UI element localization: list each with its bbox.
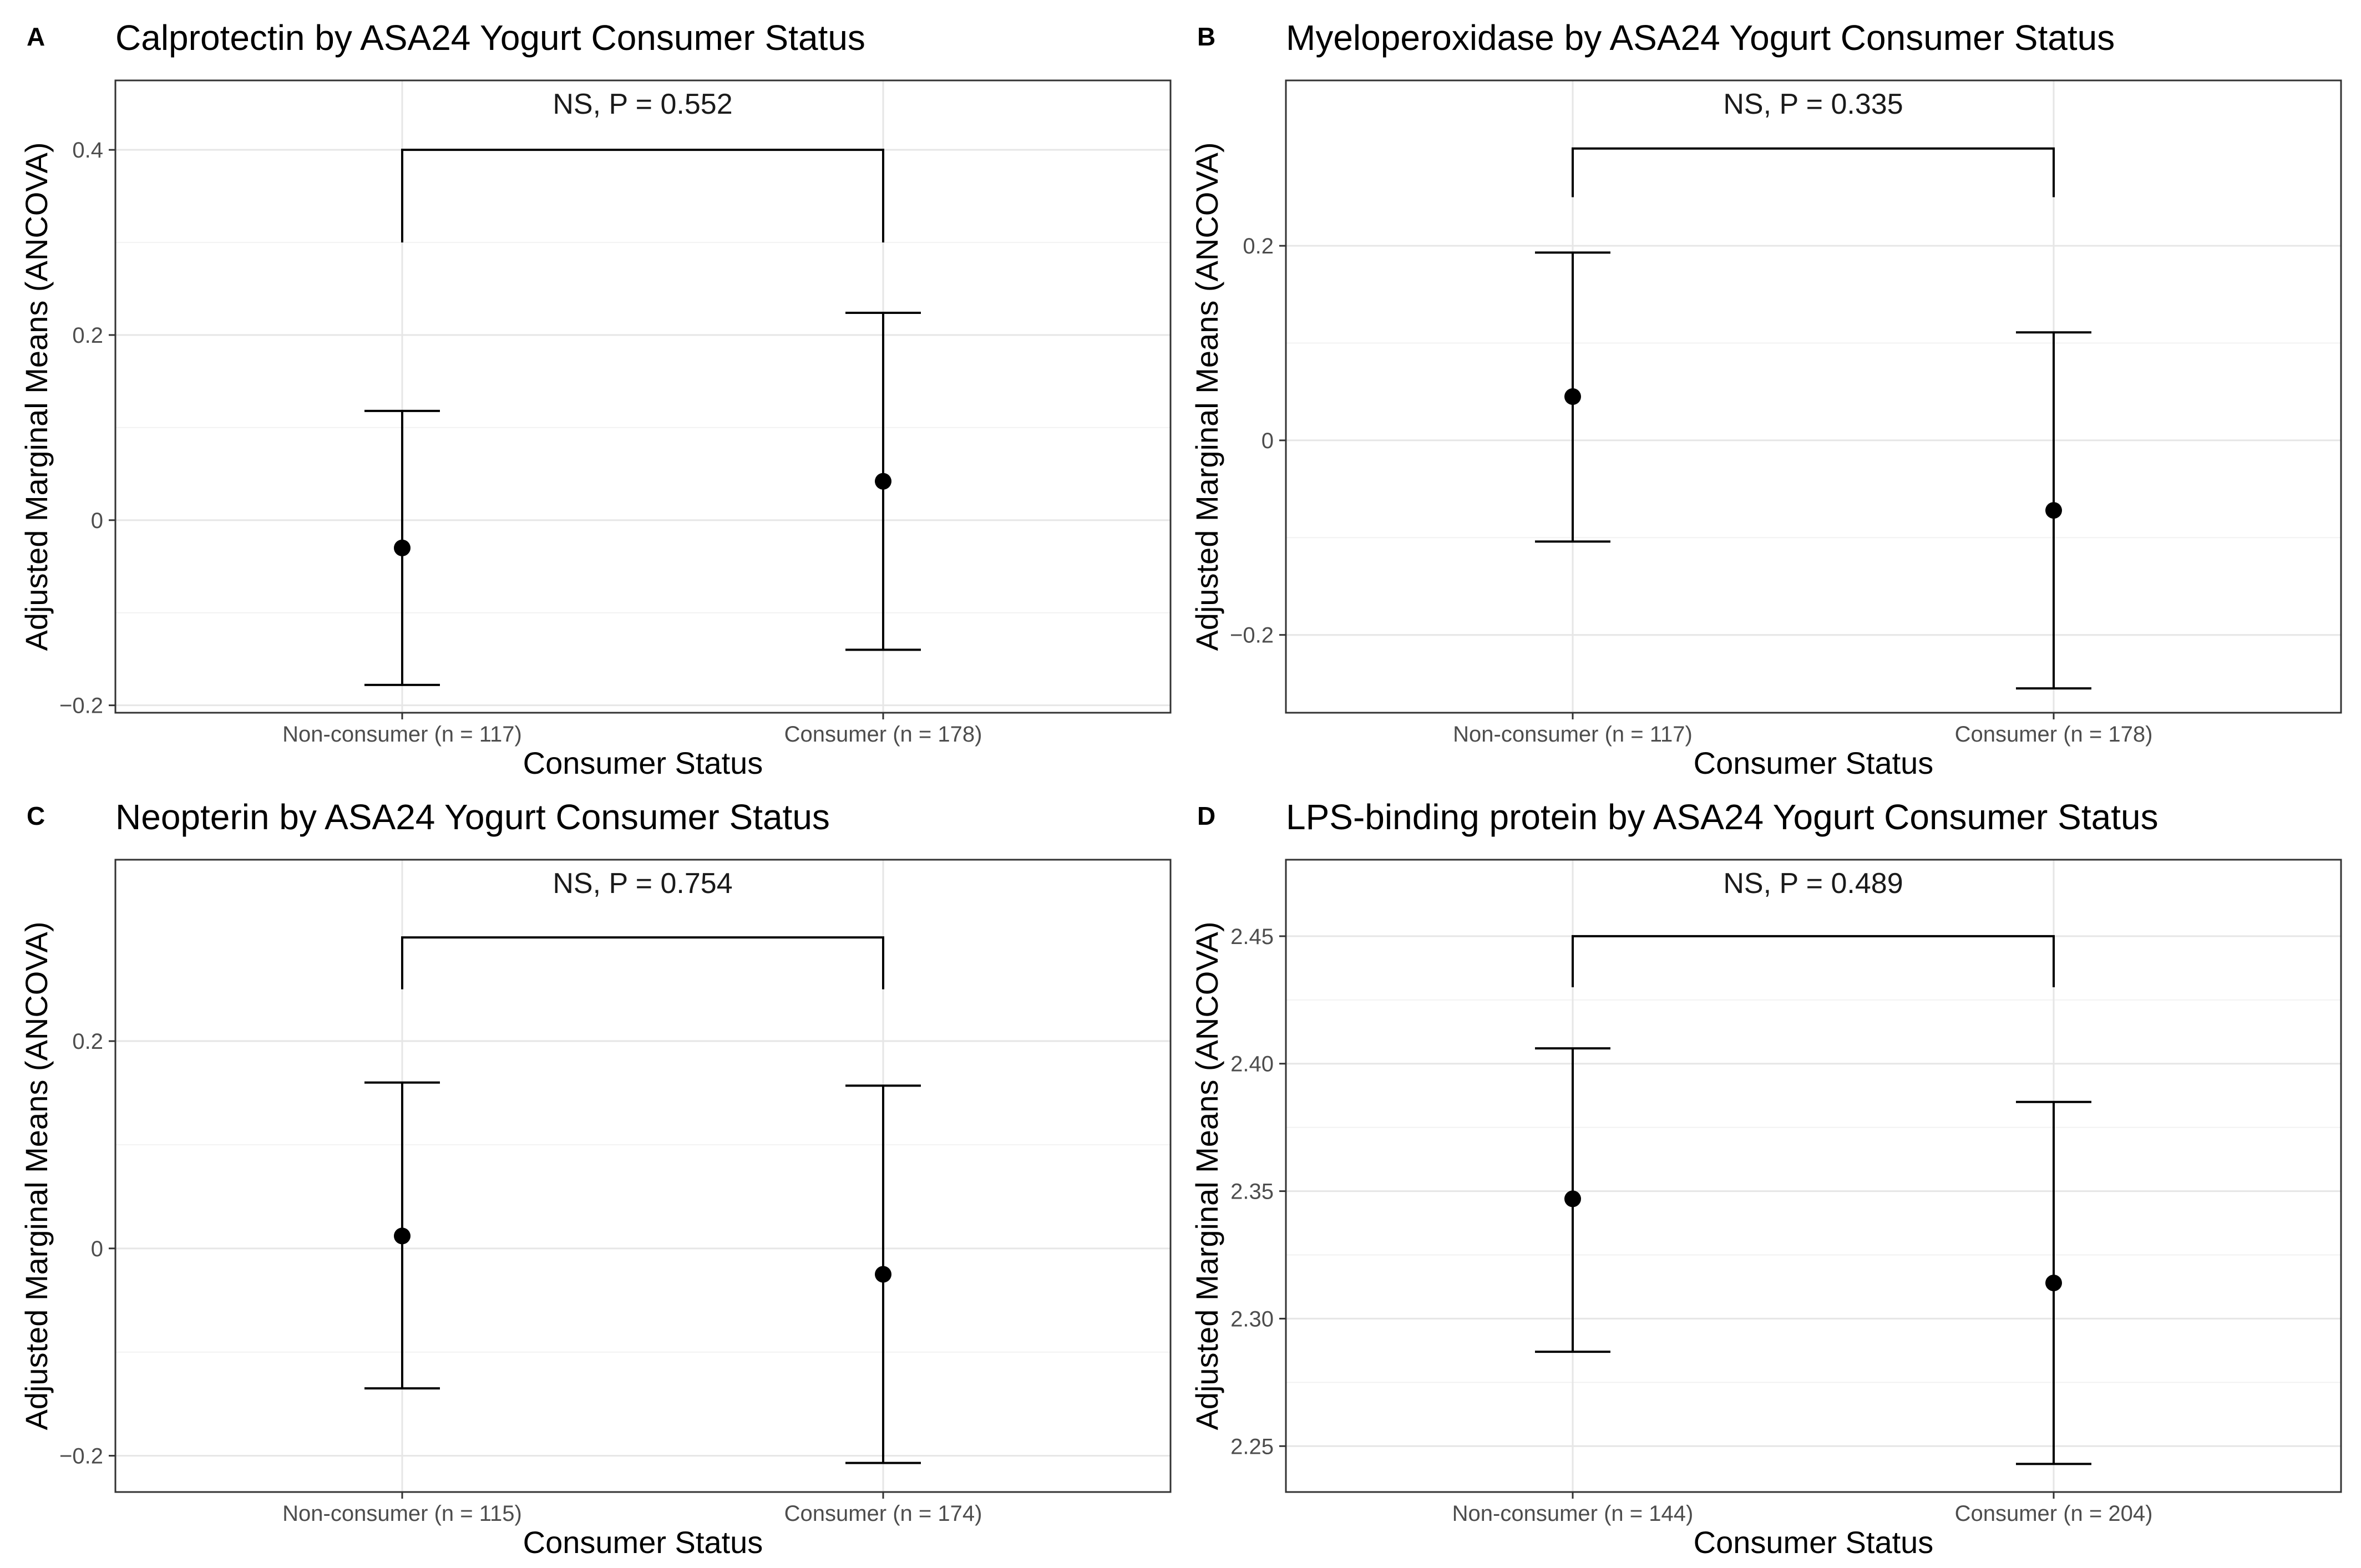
significance-bracket [401,936,884,989]
plot-area [115,80,1171,713]
y-tick-label: 0.2 [72,323,103,348]
y-tick-label: −0.2 [59,1444,103,1469]
mean-point [2045,502,2062,519]
axis-labels: 2.25 2.30 2.35 2.40 2.45 Non-consumer (n = 14… [1230,867,2152,1526]
significance-bracket [1572,935,2055,987]
y-tick-label: −0.2 [1230,623,1274,648]
p-value-label: NS, P = 0.552 [553,88,732,120]
y-tick-label: 0 [1261,429,1274,453]
x-axis-label: Consumer Status [523,745,763,780]
plot-border [114,79,1172,714]
y-tick-label: 0.4 [72,138,103,163]
data-marks [1535,147,2091,690]
y-tick-label: 0 [91,509,103,533]
y-tick-label: 0.2 [1243,234,1274,258]
p-value-label: NS, P = 0.335 [1723,88,1903,120]
axis-labels: −0.2 0 0.2 Non-consumer (n = 115) Consumer (… [59,867,982,1526]
p-value-label: NS, P = 0.754 [553,867,732,900]
x-axis-label: Consumer Status [1694,745,1934,780]
chart-title: LPS-binding protein by ASA24 Yogurt Cons… [1286,797,2159,837]
data-marks [364,149,921,686]
data-marks [1535,935,2091,1465]
y-tick-label: 2.40 [1230,1052,1274,1077]
panel-c: C Neopterin by ASA24 Yogurt Consumer Sta… [19,797,1172,1560]
x-tick-label: Non-consumer (n = 144) [1452,1501,1694,1526]
x-tick-label: Non-consumer (n = 117) [282,722,522,747]
y-tick-label: 0 [91,1237,103,1261]
x-tick-label: Consumer (n = 178) [784,722,982,747]
plot-area [1286,860,2341,1492]
x-tick-label: Consumer (n = 178) [1955,722,2153,747]
data-marks [364,936,921,1464]
chart-title: Calprotectin by ASA24 Yogurt Consumer St… [115,18,865,58]
x-tick-label: Non-consumer (n = 115) [282,1501,522,1526]
panel-letter: B [1197,22,1215,51]
panel-letter: C [27,801,45,830]
panel-letter: D [1197,801,1215,830]
y-tick-label: 2.35 [1230,1180,1274,1204]
y-tick-label: 2.45 [1230,925,1274,949]
panel-a: A Calprotectin by ASA24 Yogurt Consumer … [19,18,1172,780]
y-tick-label: −0.2 [59,694,103,718]
mean-point [1564,388,1581,405]
axis-labels: −0.2 0 0.2 Non-consumer (n = 117) Consumer (… [1230,88,2152,747]
mean-point [875,1266,891,1283]
panel-b: B Myeloperoxidase by ASA24 Yogurt Consum… [1189,18,2342,780]
plot-area [1286,80,2341,713]
x-axis-label: Consumer Status [1694,1525,1934,1560]
plot-border [1285,79,2342,714]
plot-border [114,859,1172,1493]
mean-point [394,1227,411,1245]
y-axis-label: Adjusted Marginal Means (ANCOVA) [1189,142,1224,651]
y-axis-label: Adjusted Marginal Means (ANCOVA) [19,921,54,1430]
plot-area [115,860,1171,1492]
significance-bracket [1572,147,2055,197]
x-tick-label: Non-consumer (n = 117) [1453,722,1693,747]
panel-d: D LPS-binding protein by ASA24 Yogurt Co… [1189,797,2342,1560]
y-tick-label: 2.25 [1230,1434,1274,1459]
panel-letter: A [27,22,45,51]
y-axis-label: Adjusted Marginal Means (ANCOVA) [19,142,54,651]
mean-point [2045,1275,2062,1292]
y-tick-label: 0.2 [72,1029,103,1054]
chart-title: Neopterin by ASA24 Yogurt Consumer Statu… [115,797,830,837]
axis-labels: −0.2 0 0.2 0.4 Non-consumer (n = 117) Consume… [59,88,982,747]
y-axis-label: Adjusted Marginal Means (ANCOVA) [1189,921,1224,1430]
x-tick-label: Consumer (n = 174) [784,1501,982,1526]
mean-point [1564,1190,1581,1207]
y-tick-label: 2.30 [1230,1307,1274,1331]
chart-title: Myeloperoxidase by ASA24 Yogurt Consumer… [1286,18,2115,58]
p-value-label: NS, P = 0.489 [1723,867,1903,900]
x-tick-label: Consumer (n = 204) [1955,1501,2153,1526]
mean-point [875,473,891,490]
x-axis-label: Consumer Status [523,1525,763,1560]
significance-bracket [401,149,884,243]
mean-point [394,539,411,556]
plot-border [1285,859,2342,1493]
